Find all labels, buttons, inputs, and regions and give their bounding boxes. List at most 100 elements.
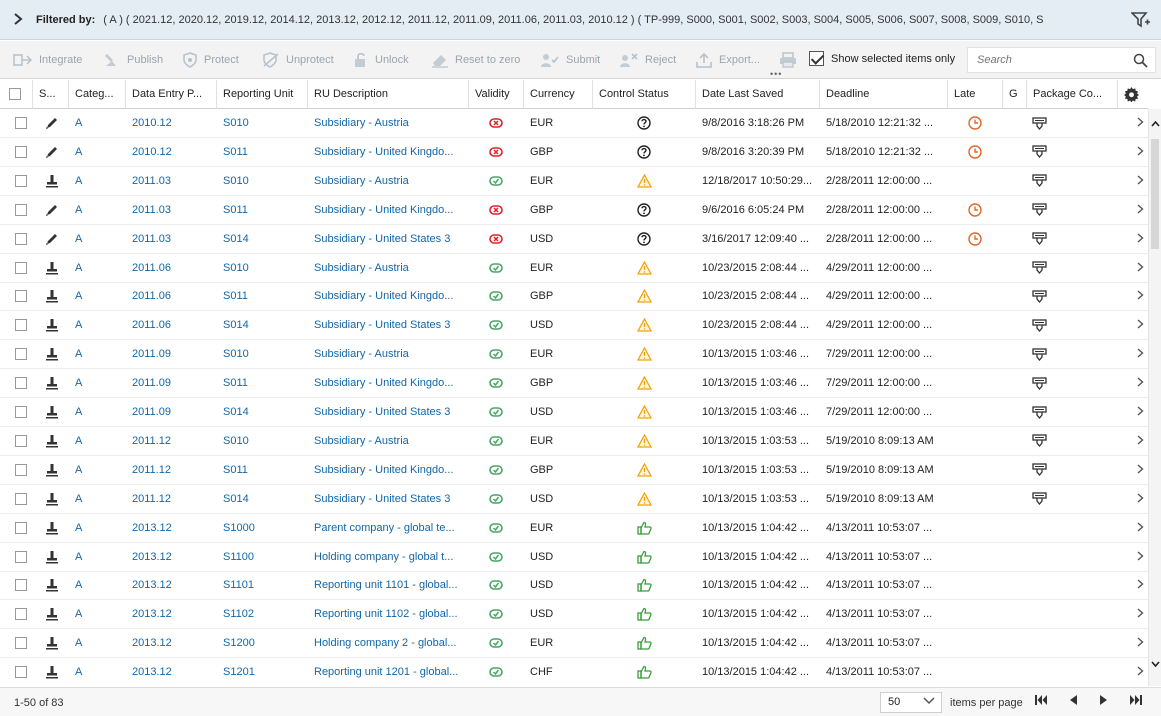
row-chevron-right-icon[interactable] — [1137, 369, 1144, 397]
col-late[interactable]: Late — [948, 80, 1003, 109]
category-link[interactable]: A — [75, 261, 83, 274]
category-link[interactable]: A — [75, 637, 83, 650]
period-link[interactable]: 2011.03 — [132, 174, 171, 187]
table-row[interactable]: A 2011.03 S014 Subsidiary - United States 3… — [0, 225, 1148, 254]
row-chevron-right-icon[interactable] — [1137, 109, 1144, 137]
row-chevron-right-icon[interactable] — [1137, 658, 1144, 686]
ru-description-link[interactable]: Subsidiary - United States 3 — [314, 492, 451, 505]
row-checkbox[interactable] — [15, 463, 27, 476]
category-link[interactable]: A — [75, 203, 83, 216]
package-icon[interactable] — [1031, 427, 1047, 455]
package-icon[interactable] — [1031, 282, 1047, 310]
reporting-unit-link[interactable]: S014 — [223, 492, 249, 505]
reporting-unit-link[interactable]: S1100 — [223, 550, 254, 563]
submit-button[interactable]: Submit — [540, 41, 600, 79]
row-chevron-right-icon[interactable] — [1137, 225, 1144, 253]
select-all-checkbox[interactable] — [9, 88, 21, 100]
table-row[interactable]: A 2013.12 S1000 Parent company - global te.… — [0, 514, 1148, 543]
col-control-status[interactable]: Control Status — [593, 80, 696, 109]
ru-description-link[interactable]: Subsidiary - United States 3 — [314, 319, 451, 332]
scroll-down-icon[interactable] — [1151, 659, 1160, 670]
period-link[interactable]: 2011.09 — [132, 406, 171, 418]
category-link[interactable]: A — [75, 406, 83, 418]
more-dots-icon[interactable]: ••• — [770, 69, 783, 79]
package-icon[interactable] — [1031, 225, 1047, 253]
package-icon[interactable] — [1031, 167, 1047, 195]
unlock-button[interactable]: Unlock — [353, 41, 409, 79]
ru-description-link[interactable]: Subsidiary - Austria — [314, 261, 409, 274]
col-date-last-saved[interactable]: Date Last Saved — [696, 80, 820, 109]
category-link[interactable]: A — [75, 666, 83, 679]
reporting-unit-link[interactable]: S1000 — [223, 521, 255, 534]
ru-description-link[interactable]: Subsidiary - United States 3 — [314, 232, 451, 245]
ru-description-link[interactable]: Subsidiary - United States 3 — [314, 406, 451, 418]
publish-button[interactable]: Publish — [103, 41, 163, 79]
row-checkbox[interactable] — [15, 406, 27, 418]
package-icon[interactable] — [1031, 254, 1047, 282]
table-row[interactable]: A 2010.12 S010 Subsidiary - Austria EUR 9/8/2… — [0, 109, 1148, 138]
table-row[interactable]: A 2013.12 S1100 Holding company - global t.… — [0, 543, 1148, 572]
table-row[interactable]: A 2013.12 S1200 Holding company 2 - global.… — [0, 629, 1148, 659]
table-row[interactable]: A 2011.06 S011 Subsidiary - United Kingdo..… — [0, 282, 1148, 312]
row-checkbox[interactable] — [15, 203, 27, 216]
category-link[interactable]: A — [75, 145, 83, 158]
table-row[interactable]: A 2011.06 S014 Subsidiary - United States 3… — [0, 311, 1148, 341]
category-link[interactable]: A — [75, 348, 83, 361]
period-link[interactable]: 2010.12 — [132, 117, 172, 129]
package-icon[interactable] — [1031, 485, 1047, 513]
period-link[interactable]: 2013.12 — [132, 608, 172, 621]
table-row[interactable]: A 2010.12 S011 Subsidiary - United Kingdo..… — [0, 138, 1148, 167]
ru-description-link[interactable]: Reporting unit 1201 - global... — [314, 666, 459, 679]
vertical-scrollbar[interactable] — [1148, 109, 1161, 686]
category-link[interactable]: A — [75, 377, 83, 390]
ru-description-link[interactable]: Subsidiary - United Kingdo... — [314, 377, 454, 390]
row-checkbox[interactable] — [15, 492, 27, 505]
scrollbar-thumb[interactable] — [1151, 139, 1159, 249]
row-checkbox[interactable] — [15, 377, 27, 390]
table-row[interactable]: A 2011.03 S010 Subsidiary - Austria EUR 12/18… — [0, 167, 1148, 196]
package-icon[interactable] — [1031, 456, 1047, 484]
row-checkbox[interactable] — [15, 290, 27, 303]
row-chevron-right-icon[interactable] — [1137, 543, 1144, 571]
period-link[interactable]: 2011.12 — [132, 463, 171, 476]
period-link[interactable]: 2013.12 — [132, 579, 172, 592]
reporting-unit-link[interactable]: S1200 — [223, 637, 255, 650]
next-page-icon[interactable] — [1099, 694, 1109, 709]
reporting-unit-link[interactable]: S011 — [223, 290, 248, 303]
last-page-icon[interactable] — [1129, 694, 1143, 709]
row-chevron-right-icon[interactable] — [1137, 254, 1144, 282]
expand-filter-icon[interactable] — [0, 12, 36, 28]
row-chevron-right-icon[interactable] — [1137, 196, 1144, 224]
print-button[interactable] — [779, 41, 803, 79]
category-link[interactable]: A — [75, 319, 83, 332]
category-link[interactable]: A — [75, 434, 83, 447]
reporting-unit-link[interactable]: S011 — [223, 145, 248, 158]
row-checkbox[interactable] — [15, 319, 27, 332]
row-chevron-right-icon[interactable] — [1137, 340, 1144, 368]
show-selected-checkbox[interactable]: Show selected items only — [809, 51, 955, 66]
ru-description-link[interactable]: Reporting unit 1101 - global... — [314, 579, 458, 592]
reporting-unit-link[interactable]: S010 — [223, 348, 249, 361]
period-link[interactable]: 2013.12 — [132, 521, 172, 534]
period-link[interactable]: 2010.12 — [132, 145, 172, 158]
table-row[interactable]: A 2013.12 S1201 Reporting unit 1201 - globa… — [0, 658, 1148, 686]
row-checkbox[interactable] — [15, 117, 27, 129]
unprotect-button[interactable]: Unprotect — [262, 41, 334, 79]
package-icon[interactable] — [1031, 369, 1047, 397]
category-link[interactable]: A — [75, 492, 83, 505]
row-checkbox[interactable] — [15, 348, 27, 361]
col-validity[interactable]: Validity — [469, 80, 524, 109]
row-checkbox[interactable] — [15, 550, 27, 563]
ru-description-link[interactable]: Subsidiary - Austria — [314, 434, 409, 447]
col-status[interactable]: S... — [33, 80, 69, 109]
row-chevron-right-icon[interactable] — [1137, 600, 1144, 628]
reporting-unit-link[interactable]: S011 — [223, 377, 248, 390]
ru-description-link[interactable]: Subsidiary - United Kingdo... — [314, 145, 454, 158]
protect-button[interactable]: Protect — [182, 41, 239, 79]
table-row[interactable]: A 2011.12 S014 Subsidiary - United States 3… — [0, 485, 1148, 514]
reporting-unit-link[interactable]: S011 — [223, 463, 248, 476]
category-link[interactable]: A — [75, 174, 83, 187]
row-checkbox[interactable] — [15, 434, 27, 447]
period-link[interactable]: 2011.06 — [132, 261, 171, 274]
col-deadline[interactable]: Deadline — [820, 80, 948, 109]
